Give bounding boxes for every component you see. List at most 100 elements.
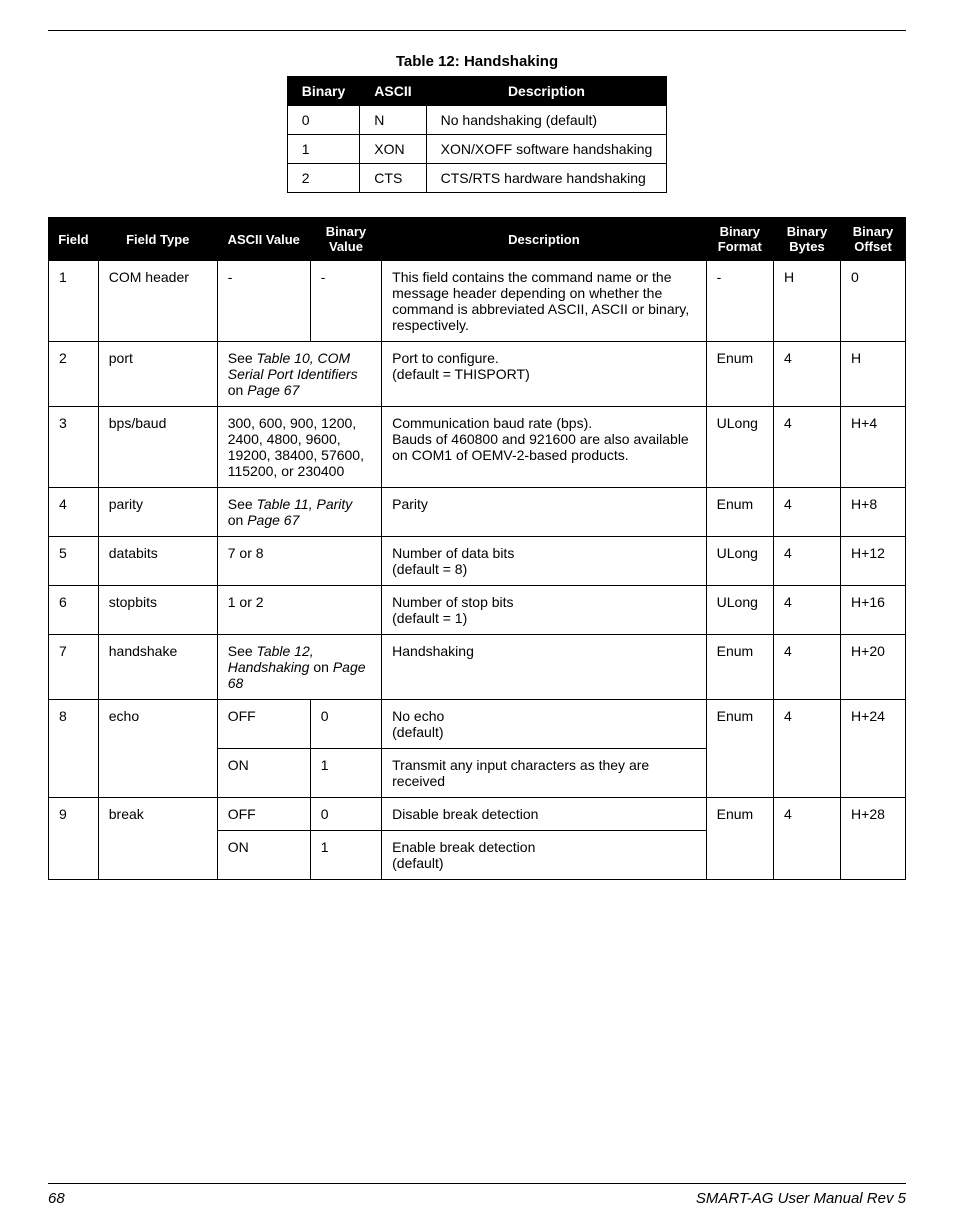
r5-ftype: databits <box>98 537 217 586</box>
r5-field: 5 <box>49 537 99 586</box>
r8-b1: 0 <box>310 700 381 749</box>
r7-bfmt: Enum <box>706 635 773 700</box>
t12-r1c1: 0 <box>287 106 360 135</box>
r1-bfmt: - <box>706 261 773 342</box>
t12-r3c1: 2 <box>287 164 360 193</box>
r9-a2: ON <box>217 831 310 880</box>
r7-bbytes: 4 <box>773 635 840 700</box>
r2-bbytes: 4 <box>773 342 840 407</box>
main-table: Field Field Type ASCII Value Binary Valu… <box>48 217 906 880</box>
r1-bval: - <box>310 261 381 342</box>
r4-ascii-c: on <box>228 512 247 528</box>
t12-h-desc: Description <box>426 77 667 106</box>
r6-bbytes: 4 <box>773 586 840 635</box>
r1-ascii: - <box>217 261 310 342</box>
table-row: 2 port See Table 10, COM Serial Port Ide… <box>49 342 906 407</box>
r1-field: 1 <box>49 261 99 342</box>
r8-ftype: echo <box>98 700 217 798</box>
r8-field: 8 <box>49 700 99 798</box>
r9-d1: Disable break detection <box>382 798 707 831</box>
r1-boff: 0 <box>841 261 906 342</box>
r1-bbytes: H <box>773 261 840 342</box>
r6-ftype: stopbits <box>98 586 217 635</box>
mh-bval: Binary Value <box>310 218 381 261</box>
r4-ascii: See Table 11, Parity on Page 67 <box>217 488 381 537</box>
r9-b2: 1 <box>310 831 381 880</box>
r4-ascii-a: See <box>228 496 257 512</box>
r1-ftype: COM header <box>98 261 217 342</box>
r8-d2: Transmit any input characters as they ar… <box>382 749 707 798</box>
r5-bbytes: 4 <box>773 537 840 586</box>
table-row: 7 handshake See Table 12, Handshaking on… <box>49 635 906 700</box>
mh-bbytes: Binary Bytes <box>773 218 840 261</box>
r7-desc: Handshaking <box>382 635 707 700</box>
t12-h-binary: Binary <box>287 77 360 106</box>
r3-desc: Communication baud rate (bps). Bauds of … <box>382 407 707 488</box>
r2-boff: H <box>841 342 906 407</box>
r2-ascii-d: Page 67 <box>247 382 299 398</box>
mh-ascii: ASCII Value <box>217 218 310 261</box>
r9-bbytes: 4 <box>773 798 840 880</box>
table12-caption: Table 12: Handshaking <box>48 53 906 70</box>
mh-ftype: Field Type <box>98 218 217 261</box>
table-row: 5 databits 7 or 8 Number of data bits (d… <box>49 537 906 586</box>
r6-ascii: 1 or 2 <box>217 586 381 635</box>
r7-ascii: See Table 12, Handshaking on Page 68 <box>217 635 381 700</box>
footer-title: SMART-AG User Manual Rev 5 <box>696 1190 906 1207</box>
r2-desc: Port to configure. (default = THISPORT) <box>382 342 707 407</box>
table-row: 9 break OFF 0 Disable break detection En… <box>49 798 906 831</box>
page-footer: 68 SMART-AG User Manual Rev 5 <box>48 1183 906 1207</box>
r5-bfmt: ULong <box>706 537 773 586</box>
table-row: 4 parity See Table 11, Parity on Page 67… <box>49 488 906 537</box>
t12-r2c3: XON/XOFF software handshaking <box>426 135 667 164</box>
r3-ascii: 300, 600, 900, 1200, 2400, 4800, 9600, 1… <box>217 407 381 488</box>
r6-desc: Number of stop bits (default = 1) <box>382 586 707 635</box>
t12-r2c1: 1 <box>287 135 360 164</box>
r6-bfmt: ULong <box>706 586 773 635</box>
r2-ascii-c: on <box>228 382 247 398</box>
r6-boff: H+16 <box>841 586 906 635</box>
r8-bbytes: 4 <box>773 700 840 798</box>
r4-bfmt: Enum <box>706 488 773 537</box>
r3-bbytes: 4 <box>773 407 840 488</box>
r3-boff: H+4 <box>841 407 906 488</box>
r4-boff: H+8 <box>841 488 906 537</box>
r8-boff: H+24 <box>841 700 906 798</box>
r9-d2: Enable break detection (default) <box>382 831 707 880</box>
r2-field: 2 <box>49 342 99 407</box>
r8-d1: No echo (default) <box>382 700 707 749</box>
r8-bfmt: Enum <box>706 700 773 798</box>
r9-ftype: break <box>98 798 217 880</box>
r5-desc: Number of data bits (default = 8) <box>382 537 707 586</box>
mh-boff: Binary Offset <box>841 218 906 261</box>
t12-r3c3: CTS/RTS hardware handshaking <box>426 164 667 193</box>
r2-ascii: See Table 10, COM Serial Port Identifier… <box>217 342 381 407</box>
mh-bfmt: Binary Format <box>706 218 773 261</box>
r4-ascii-b: Table 11, Parity <box>257 496 353 512</box>
r6-field: 6 <box>49 586 99 635</box>
table12: Binary ASCII Description 0 N No handshak… <box>287 76 668 193</box>
r8-b2: 1 <box>310 749 381 798</box>
table-row: 6 stopbits 1 or 2 Number of stop bits (d… <box>49 586 906 635</box>
t12-r1c3: No handshaking (default) <box>426 106 667 135</box>
r7-boff: H+20 <box>841 635 906 700</box>
r9-field: 9 <box>49 798 99 880</box>
r3-ftype: bps/baud <box>98 407 217 488</box>
t12-r3c2: CTS <box>360 164 426 193</box>
r3-bfmt: ULong <box>706 407 773 488</box>
mh-desc: Description <box>382 218 707 261</box>
r4-bbytes: 4 <box>773 488 840 537</box>
mh-field: Field <box>49 218 99 261</box>
r2-ascii-a: See <box>228 350 257 366</box>
r4-ascii-d: Page 67 <box>247 512 299 528</box>
t12-r1c2: N <box>360 106 426 135</box>
table-row: 3 bps/baud 300, 600, 900, 1200, 2400, 48… <box>49 407 906 488</box>
r5-boff: H+12 <box>841 537 906 586</box>
r1-desc: This field contains the command name or … <box>382 261 707 342</box>
table-row: 8 echo OFF 0 No echo (default) Enum 4 H+… <box>49 700 906 749</box>
r7-ascii-a: See <box>228 643 257 659</box>
r8-a1: OFF <box>217 700 310 749</box>
r3-field: 3 <box>49 407 99 488</box>
r8-a2: ON <box>217 749 310 798</box>
r4-field: 4 <box>49 488 99 537</box>
